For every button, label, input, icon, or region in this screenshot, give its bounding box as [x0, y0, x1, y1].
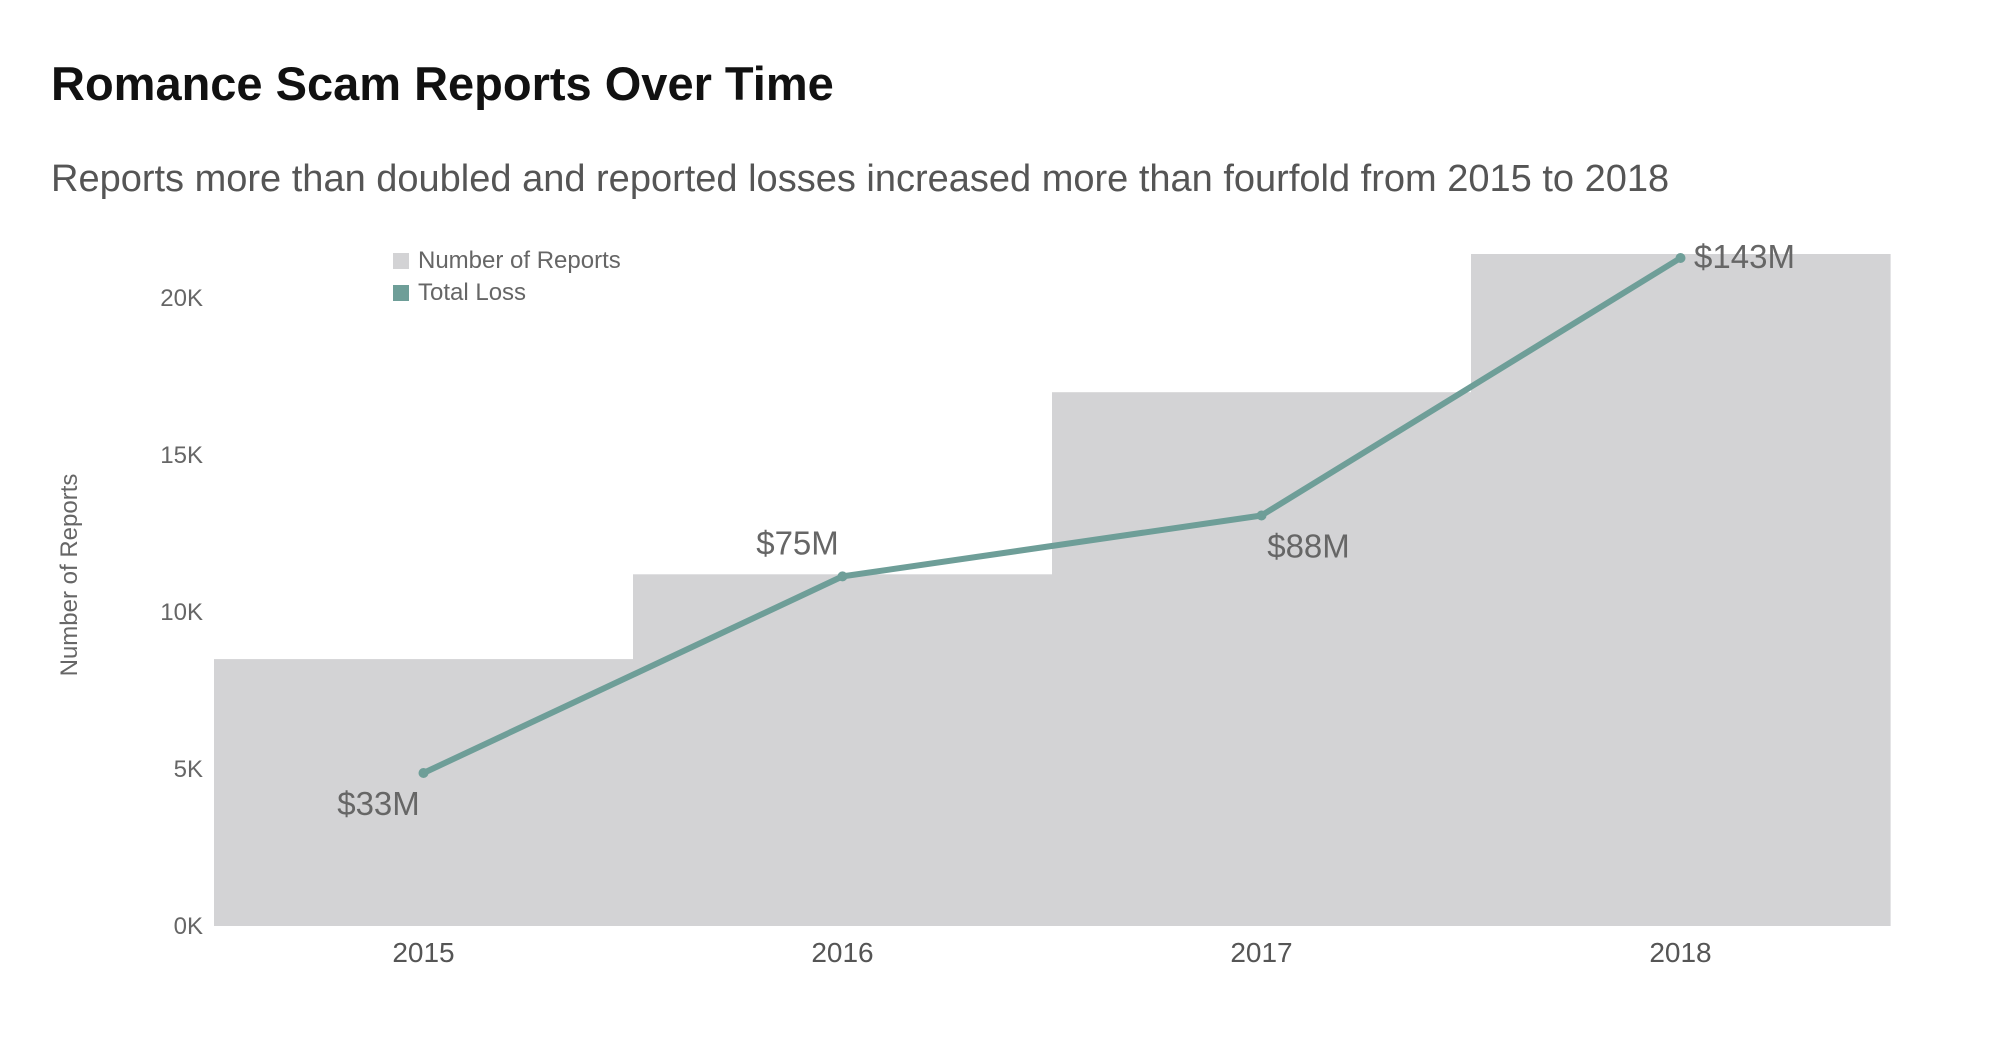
- chart-subtitle: Reports more than doubled and reported l…: [51, 158, 1670, 200]
- bar-2015: [214, 659, 634, 926]
- loss-point-2016: [837, 571, 848, 582]
- x-axis: 2015 2016 2017 2018: [392, 937, 1711, 968]
- y-tick-label: 15K: [160, 442, 203, 469]
- y-axis-label: Number of Reports: [56, 474, 83, 677]
- loss-point-2017: [1256, 510, 1267, 521]
- y-tick-label: 5K: [174, 756, 203, 783]
- x-tick-label: 2017: [1230, 937, 1292, 968]
- loss-point-2015: [418, 768, 429, 778]
- bar-2017: [1052, 392, 1472, 926]
- loss-label-2018: $143M: [1694, 238, 1795, 275]
- chart-title: Romance Scam Reports Over Time: [51, 57, 834, 110]
- y-tick-label: 20K: [160, 285, 203, 312]
- legend-label: Number of Reports: [418, 247, 621, 274]
- loss-label-2016: $75M: [756, 524, 839, 561]
- y-tick-label: 0K: [174, 913, 203, 940]
- bars-group: [214, 254, 1891, 926]
- y-axis: 0K 5K 10K 15K 20K: [160, 285, 203, 940]
- total-loss-line: [418, 253, 1686, 778]
- loss-label-2017: $88M: [1267, 528, 1350, 565]
- y-tick-label: 10K: [160, 599, 203, 626]
- bar-2016: [633, 574, 1053, 926]
- x-tick-label: 2016: [811, 937, 873, 968]
- legend: Number of Reports Total Loss: [393, 247, 621, 306]
- total-loss-polyline: [420, 255, 1684, 776]
- legend-swatch: [393, 253, 409, 269]
- bar-2018: [1471, 254, 1891, 926]
- legend-label: Total Loss: [418, 279, 526, 306]
- loss-label-2015: $33M: [337, 785, 420, 822]
- legend-swatch: [393, 285, 409, 301]
- x-tick-label: 2015: [392, 937, 454, 968]
- x-tick-label: 2018: [1649, 937, 1711, 968]
- data-labels: $33M $75M $88M $143M: [337, 238, 1795, 822]
- loss-point-2018: [1675, 253, 1686, 263]
